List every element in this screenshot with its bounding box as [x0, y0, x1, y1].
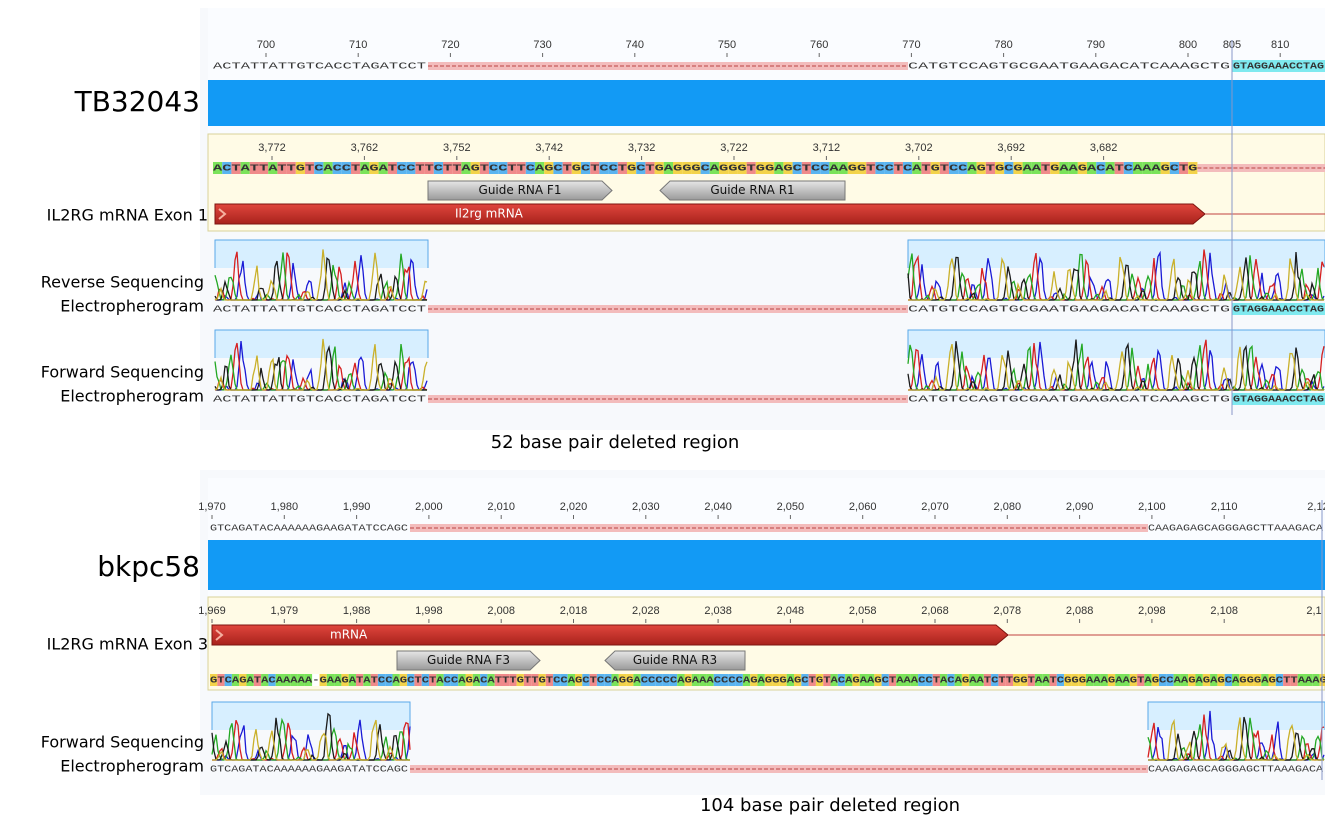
ruler2-label: 3,752	[443, 142, 471, 154]
ruler-label: 2,110	[1211, 501, 1238, 513]
ruler2-label: 2,108	[1210, 605, 1238, 617]
ruler-label: 2,090	[1066, 501, 1094, 513]
reference-sequence: ACTATTATTGTCACCTAGATCCTTCTTAGTCCTTCAGCTG…	[213, 163, 1197, 173]
trace-label: Reverse Sequencing	[41, 273, 204, 292]
ruler2-label: 3,732	[628, 142, 656, 154]
ruler2-label: 2,088	[1066, 605, 1094, 617]
ruler2-label: 1,979	[271, 605, 299, 617]
ruler-label: 760	[810, 39, 828, 51]
ruler-label: 2,080	[994, 501, 1022, 513]
sequence-left: ACTATTATTGTCACCTAGATCCT	[213, 394, 427, 404]
mrna-label: mRNA	[330, 628, 368, 642]
ruler2-label: 2,078	[994, 605, 1022, 617]
sequence-right: CATGTCCAGTGCGAATGAAGACATCAAAGCTG	[908, 394, 1230, 404]
ruler-label: 740	[626, 39, 644, 51]
ruler-label: 770	[902, 39, 920, 51]
figure: 700710720730740750760770780790800810805A…	[0, 0, 1331, 816]
trace-label: Electropherogram	[60, 297, 204, 316]
caption: 104 base pair deleted region	[700, 795, 960, 816]
ruler2-label: 2,068	[921, 605, 949, 617]
sequence-right: CAAGAGAGCAGGGAGCTTAAAGACA	[1148, 523, 1324, 533]
ruler2-highlight: 2,1	[1306, 605, 1321, 617]
ruler2-label: 2,008	[487, 605, 515, 617]
sequence-right: CATGTCCAGTGCGAATGAAGACATCAAAGCTG	[908, 61, 1230, 71]
ruler2-label: 2,038	[704, 605, 732, 617]
ruler-label: 2,100	[1138, 501, 1166, 513]
sample-name: bkpc58	[97, 550, 200, 583]
ruler2-label: 1,998	[415, 605, 443, 617]
ruler-label: 2,000	[415, 501, 443, 513]
guide-label: Guide RNA R3	[633, 653, 717, 667]
ruler-label: 780	[994, 39, 1012, 51]
ruler-highlight: 2,12	[1307, 501, 1328, 513]
feature-label: IL2RG mRNA Exon 3	[47, 635, 208, 654]
ruler-label: 710	[349, 39, 367, 51]
base-bg	[1327, 674, 1331, 686]
ruler2-label: 1,969	[198, 605, 226, 617]
sequence-left: GTCAGATACAAAAAAGAAGATATCCAGC	[210, 523, 409, 533]
ruler2-label: 3,742	[535, 142, 563, 154]
ruler2-label: 2,028	[632, 605, 660, 617]
ruler2-label: 3,682	[1090, 142, 1118, 154]
feature-label: IL2RG mRNA Exon 1	[47, 206, 208, 225]
mrna-feature	[215, 204, 1205, 224]
ruler-label: 700	[257, 39, 275, 51]
ruler2-label: 2,018	[560, 605, 588, 617]
trace-label: Forward Sequencing	[41, 363, 204, 382]
ruler-label: 800	[1179, 39, 1197, 51]
guide-label: Guide RNA F3	[427, 653, 510, 667]
ruler-label: 790	[1087, 39, 1105, 51]
sequence-left: ACTATTATTGTCACCTAGATCCT	[213, 304, 427, 314]
sequence-left: ACTATTATTGTCACCTAGATCCT	[213, 61, 427, 71]
quality-bars	[908, 330, 1325, 358]
guide-label: Guide RNA R1	[710, 183, 794, 197]
sequence-highlight: GTAGGAAACCTAG	[1233, 61, 1324, 71]
quality-bars	[908, 240, 1325, 268]
sequence-highlight: GTAGGAAACCTAG	[1233, 304, 1324, 314]
ruler2-label: 1,988	[343, 605, 371, 617]
ruler-label: 2,010	[487, 501, 515, 513]
sequence-left: GTCAGATACAAAAAAGAAGATATCCAGC	[210, 764, 409, 774]
ruler-label: 2,070	[921, 501, 949, 513]
sample-name: TB32043	[74, 85, 200, 118]
ruler-label: 1,990	[343, 501, 371, 513]
ruler-label: 2,020	[560, 501, 588, 513]
ruler-label: 1,980	[271, 501, 299, 513]
trace-label: Forward Sequencing	[41, 733, 204, 752]
ruler-label: 2,040	[704, 501, 732, 513]
ruler2-label: 2,058	[849, 605, 877, 617]
consensus-bar	[208, 540, 1325, 590]
ruler-label: 2,060	[849, 501, 877, 513]
ruler2-label: 3,762	[351, 142, 379, 154]
consensus-bar	[208, 80, 1325, 126]
ruler-label: 1,970	[198, 501, 226, 513]
ruler2-label: 2,098	[1138, 605, 1166, 617]
guide-label: Guide RNA F1	[479, 183, 562, 197]
ruler-label: 2,030	[632, 501, 660, 513]
sequence-highlight: GTAGGAAACCTAG	[1233, 394, 1324, 404]
caption: 52 base pair deleted region	[491, 432, 740, 453]
ruler2-label: 3,692	[997, 142, 1025, 154]
mrna-label: Il2rg mRNA	[455, 207, 524, 221]
ruler2-label: 3,712	[813, 142, 841, 154]
ruler2-label: 3,772	[258, 142, 286, 154]
ruler-label: 720	[441, 39, 459, 51]
sequence-right: CAAGAGAGCAGGGAGCTTAAAGACA	[1148, 764, 1324, 774]
ruler-label: 810	[1271, 39, 1289, 51]
ruler2-label: 3,722	[720, 142, 748, 154]
ruler-label: 750	[718, 39, 736, 51]
ruler-label: 730	[533, 39, 551, 51]
ruler-label: 2,050	[777, 501, 805, 513]
reference-sequence: GTCAGATACAAAAA-GAAGATATCCAGCTCTACCAGACAT…	[210, 675, 1331, 685]
ruler2-label: 2,048	[777, 605, 805, 617]
trace-label: Electropherogram	[60, 757, 204, 776]
sequence-right: CATGTCCAGTGCGAATGAAGACATCAAAGCTG	[908, 304, 1230, 314]
ruler2-label: 3,702	[905, 142, 933, 154]
trace-label: Electropherogram	[60, 387, 204, 406]
